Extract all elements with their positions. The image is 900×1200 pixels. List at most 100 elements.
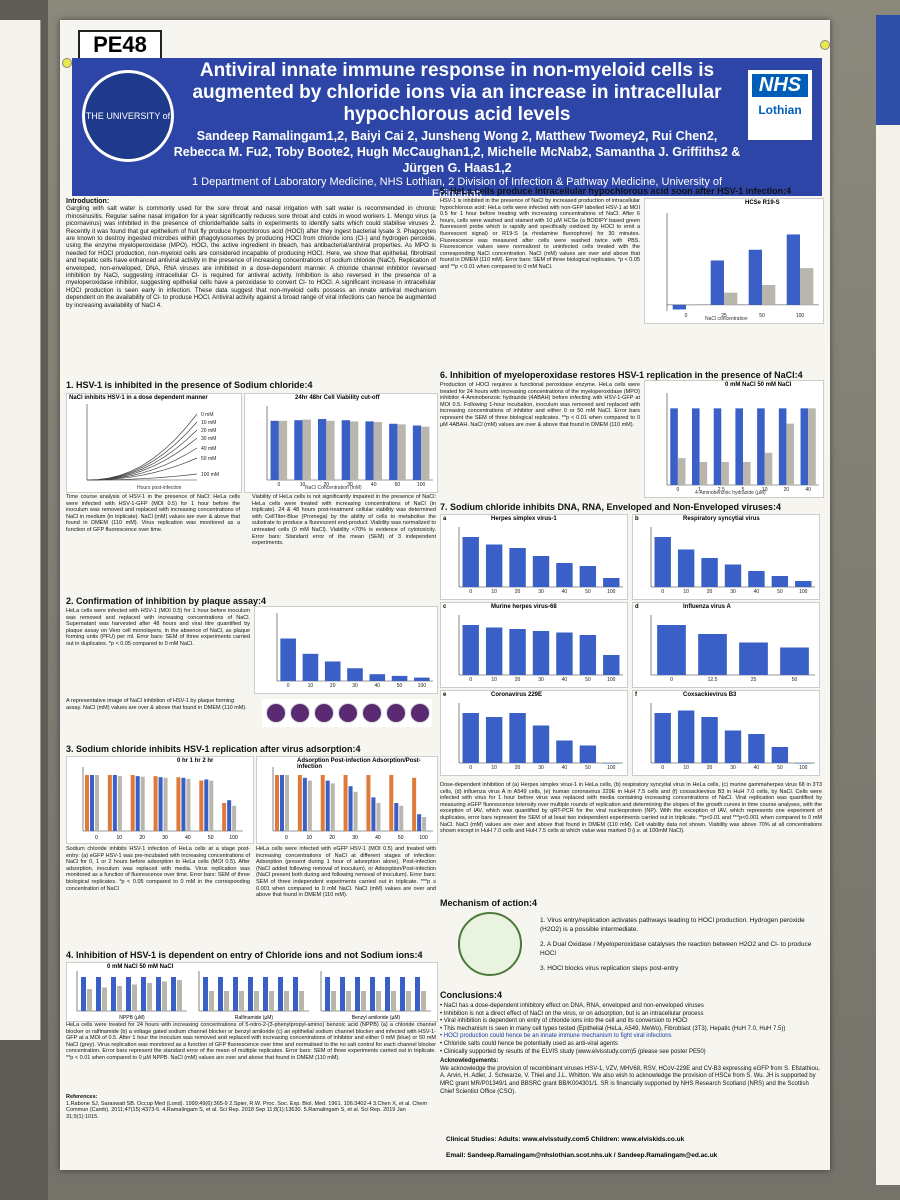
tick-label: 20 [139,835,145,841]
figure-7-panel: d Influenza virus A 0 12.5 25 50 [632,602,820,688]
bar [701,558,718,587]
bar [579,566,597,587]
tick-label: 10 [117,835,123,841]
legend-label: 40 mM [201,446,216,452]
tick-label: 40 [562,589,568,595]
bar [556,563,573,587]
bar [762,284,776,305]
bar [721,462,729,485]
pin [820,40,830,50]
bar [710,260,724,305]
panel-letter: a [443,516,447,522]
bar [739,642,768,675]
tick-label: 10 [307,835,313,841]
bar [579,745,597,763]
bar [371,797,376,831]
panel-title: Coxsackievirus B3 [683,692,737,698]
figure-7-panel: c Murine herpes virus-68 0 10 20 30 40 50 100 [440,602,628,688]
bar [90,775,94,831]
tick-label: 40 [371,482,377,488]
bar [156,977,161,1011]
axis-label: NPPB (µM) [119,1015,145,1021]
bar [278,420,288,480]
bar [204,779,209,831]
bar [325,977,330,1011]
tick-label: 100 [607,765,616,771]
bar [203,977,208,1011]
bar [218,977,223,1011]
bar [556,632,573,675]
tick-label: 0 [661,765,664,771]
bar [509,629,526,675]
tick-label: 100 [418,683,427,689]
tick-label: 100 [607,589,616,595]
bar [421,426,430,480]
section-7: 7. Sodium chloride inhibits DNA, RNA, En… [440,502,782,512]
bar [302,653,319,681]
tick-label: 30 [162,835,168,841]
bar [299,991,304,1011]
figure-5: HCSe R19-S 0 25 50 100 NaCl concentration [644,198,824,324]
bar [343,775,348,831]
tick-label: 0 [469,765,472,771]
bar [397,424,406,480]
series-line [86,429,198,481]
clinical-studies: Clinical Studies: Adults: www.elvisstudy… [446,1136,685,1143]
section-6-text: Production of HOCl requires a functional… [440,382,640,428]
poster-title: Antiviral innate immune response in non-… [192,60,722,125]
legend-label: 0 mM [201,412,214,418]
tick-label: 0 [277,482,280,488]
bar [509,713,526,763]
section-7-caption: Dose-dependent inhibition of (a) Herpes … [440,782,822,835]
bar [132,984,137,1011]
bar [293,977,298,1011]
bar [735,408,743,485]
tick-label: 20 [515,765,521,771]
tick-label: 10 [308,683,314,689]
bar [743,462,751,485]
bar [361,991,366,1011]
bar [462,537,479,587]
tick-label: 0 [661,589,664,595]
bar [485,717,503,763]
bar [294,420,303,480]
bar [701,717,718,763]
bar [181,777,186,831]
contact-email: Email: Sandeep.Ramalingam@nhslothian.sco… [446,1152,718,1159]
tick-label: 50 [208,835,214,841]
tick-label: 10 [491,677,497,683]
tick-label: 20 [330,683,336,689]
tick-label: 25 [751,677,757,683]
section-2-text: HeLa cells were infected with HSV-1 (MOI… [66,608,250,647]
bar [307,780,312,831]
bar [657,625,686,675]
tick-label: 30 [352,835,358,841]
mechanism-steps: 1. Virus entry/replication activates pat… [540,917,812,972]
figure-1b-caption: Viability of HeLa cells is not significa… [252,494,436,547]
bar [353,791,358,831]
bar [320,775,325,831]
bar [366,775,371,831]
bar [672,304,686,310]
bar [171,977,176,1011]
poster-affiliations: 1 Department of Laboratory Medicine, NHS… [191,176,723,200]
bar [686,304,700,306]
bar [699,462,708,485]
axis-label: Benzyl amiloride (µM) [352,1015,401,1021]
bar [532,725,550,763]
tick-label: 100 [229,835,238,841]
tick-label: 20 [707,589,713,595]
bar [417,814,422,831]
bar [126,977,131,1011]
bar [654,537,671,587]
figure-1b: 24hr 48hr Cell Viability cut-off 0 10 20 30… [244,393,438,493]
section-4: 4. Inhibition of HSV-1 is dependent on e… [66,950,423,960]
tick-label: 50 [777,589,783,595]
tick-label: 40 [375,683,381,689]
bar [400,977,405,1011]
tick-label: 50 [585,589,591,595]
tick-label: 40 [805,487,811,493]
bar [81,977,86,1011]
bar [800,408,809,485]
bar [209,780,214,831]
